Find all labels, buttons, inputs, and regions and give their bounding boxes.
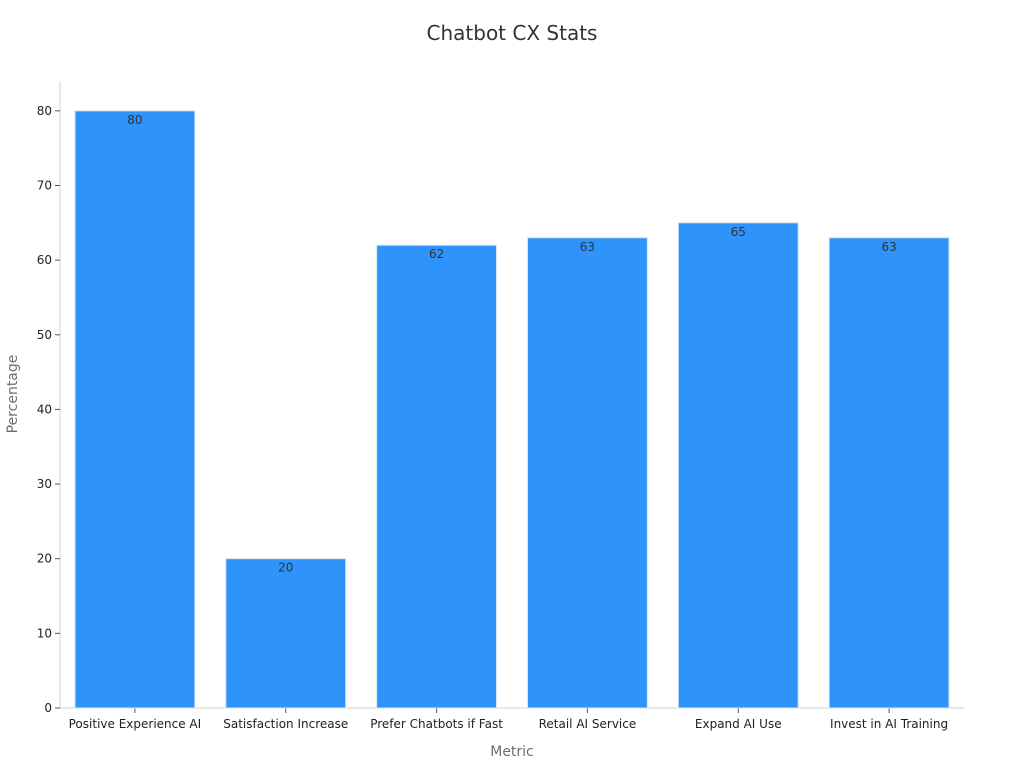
x-tick-label: Expand AI Use [695, 717, 782, 731]
bars [74, 110, 950, 709]
bar-value-label: 65 [731, 225, 746, 239]
y-tick-label: 60 [37, 253, 52, 267]
y-tick-label: 10 [37, 626, 52, 640]
bar-value-label: 63 [580, 240, 595, 254]
y-tick-label: 20 [37, 552, 52, 566]
bar [527, 237, 648, 709]
bar [225, 558, 347, 709]
bar [376, 244, 497, 709]
bar-value-label: 20 [278, 561, 293, 575]
y-tick-label: 70 [37, 179, 52, 193]
data-labels: 80 20 62 63 65 63 [127, 113, 896, 575]
y-tick-label: 40 [37, 402, 52, 416]
y-tick-label: 80 [37, 104, 52, 118]
y-tick-label: 50 [37, 328, 52, 342]
bar [74, 110, 196, 709]
x-tick-label: Satisfaction Increase [223, 717, 348, 731]
bar [677, 222, 799, 709]
x-tick-label: Positive Experience AI [69, 717, 202, 731]
x-tick-label: Retail AI Service [539, 717, 637, 731]
y-tick-label: 0 [44, 701, 52, 715]
chart-title: Chatbot CX Stats [427, 21, 598, 45]
x-tick-label: Invest in AI Training [830, 717, 948, 731]
y-axis: 0 10 20 30 40 50 60 70 80 [37, 81, 61, 715]
bar [828, 237, 950, 709]
y-tick-label: 30 [37, 477, 52, 491]
x-axis: Positive Experience AI Satisfaction Incre… [60, 707, 964, 731]
x-axis-title: Metric [490, 744, 534, 760]
bar-value-label: 62 [429, 247, 444, 261]
bar-value-label: 80 [127, 113, 142, 127]
bar-value-label: 63 [881, 240, 896, 254]
y-axis-title: Percentage [5, 355, 21, 434]
x-tick-label: Prefer Chatbots if Fast [370, 717, 503, 731]
